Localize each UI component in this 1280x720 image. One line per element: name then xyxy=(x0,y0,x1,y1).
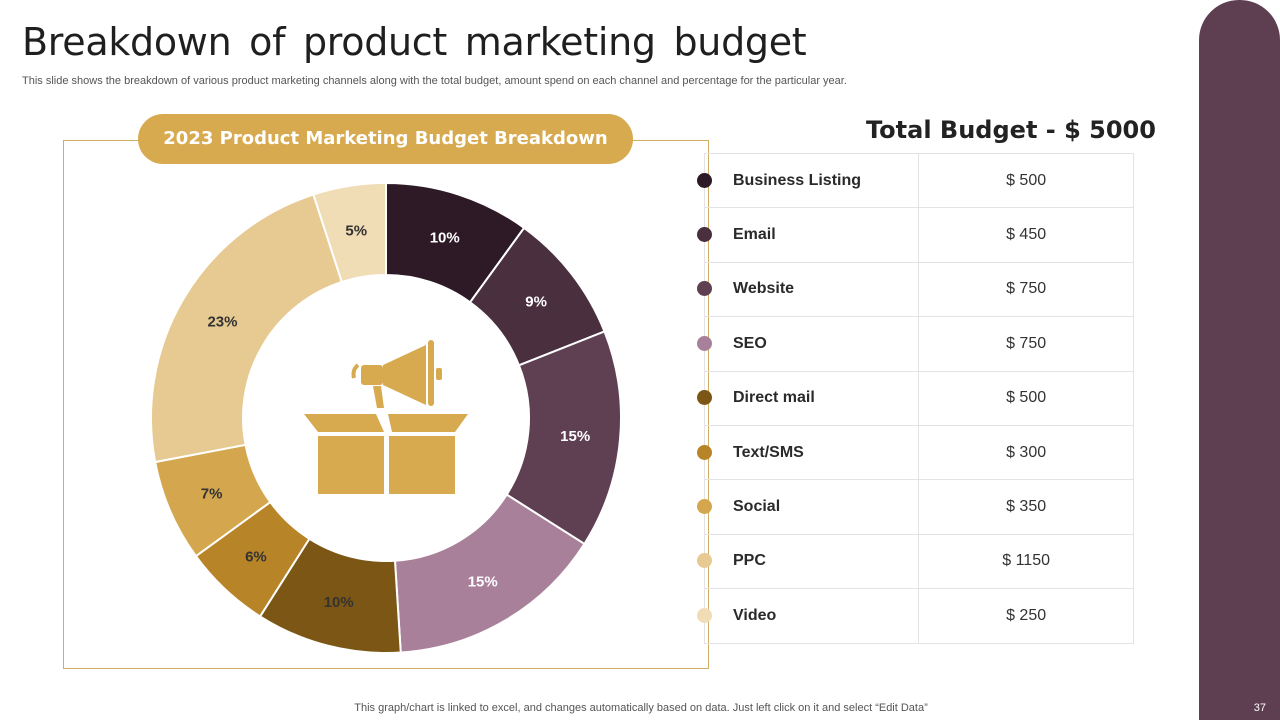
legend-dot-icon xyxy=(697,227,712,243)
legend-dot-icon xyxy=(697,553,712,569)
channel-cell: Website xyxy=(697,262,920,318)
table-row: Website $ 750 xyxy=(697,262,1134,318)
legend-dot-icon xyxy=(697,607,712,623)
slice-percent-label: 10% xyxy=(324,594,354,611)
table-row: Text/SMS $ 300 xyxy=(697,425,1134,481)
channel-cell: Text/SMS xyxy=(697,425,920,481)
page-subtitle: This slide shows the breakdown of variou… xyxy=(22,75,847,87)
channel-name: Video xyxy=(733,606,777,624)
channel-amount: $ 300 xyxy=(918,425,1134,481)
channel-cell: SEO xyxy=(697,316,920,372)
channel-amount: $ 250 xyxy=(918,588,1134,644)
table-row: Social $ 350 xyxy=(697,479,1134,535)
legend-dot-icon xyxy=(697,499,712,515)
channel-name: SEO xyxy=(733,334,767,352)
channel-amount: $ 500 xyxy=(918,371,1134,426)
table-row: Business Listing $ 500 xyxy=(697,152,1134,209)
channel-amount: $ 750 xyxy=(918,316,1134,372)
slice-percent-label: 10% xyxy=(430,229,460,246)
channel-name: Text/SMS xyxy=(733,443,804,461)
channel-name: Direct mail xyxy=(733,389,815,407)
slice-percent-label: 23% xyxy=(207,313,237,330)
channel-name: Website xyxy=(733,280,795,298)
decorative-side-bar xyxy=(1199,0,1280,720)
page-number: 37 xyxy=(1253,702,1266,714)
footnote: This graph/chart is linked to excel, and… xyxy=(354,702,928,714)
slice-percent-label: 7% xyxy=(201,485,223,502)
chart-title: 2023 Product Marketing Budget Breakdown xyxy=(138,114,633,164)
channel-amount: $ 500 xyxy=(918,152,1134,209)
slice-percent-label: 5% xyxy=(345,222,367,239)
channel-amount: $ 450 xyxy=(918,207,1134,263)
slice-percent-label: 6% xyxy=(245,549,267,566)
megaphone-box-icon xyxy=(304,340,468,494)
donut-slices xyxy=(150,181,622,654)
slice-percent-label: 15% xyxy=(468,574,498,591)
slice-percent-label: 9% xyxy=(525,294,547,311)
channel-amount: $ 750 xyxy=(918,262,1134,318)
slice-percent-label: 15% xyxy=(560,428,590,445)
donut-labels: 10% 9% 15% 15% 10% 6% 7% 23% 5% xyxy=(201,222,590,611)
channel-amount: $ 1150 xyxy=(918,534,1134,590)
table-row: Video $ 250 xyxy=(697,588,1134,644)
donut-slice-video[interactable] xyxy=(312,181,387,284)
legend-dot-icon xyxy=(697,281,712,297)
channel-cell: Email xyxy=(697,207,920,263)
total-budget: Total Budget - $ 5000 xyxy=(866,116,1156,144)
table-row: PPC $ 1150 xyxy=(697,534,1134,590)
channel-cell: PPC xyxy=(697,534,920,590)
channel-name: Social xyxy=(733,498,781,516)
legend-dot-icon xyxy=(697,390,712,406)
donut-slice-ppc[interactable] xyxy=(150,193,344,464)
legend-dot-icon xyxy=(697,335,712,351)
channel-cell: Direct mail xyxy=(697,371,920,426)
legend-dot-icon xyxy=(697,444,712,460)
channel-name: Email xyxy=(733,226,776,244)
channel-cell: Business Listing xyxy=(697,152,920,209)
budget-table: Business Listing $ 500 Email $ 450 Website $ … xyxy=(697,152,1134,644)
channel-cell: Video xyxy=(697,588,920,644)
channel-name: Business Listing xyxy=(733,171,862,189)
table-row: SEO $ 750 xyxy=(697,316,1134,372)
channel-amount: $ 350 xyxy=(918,479,1134,535)
channel-cell: Social xyxy=(697,479,920,535)
channel-name: PPC xyxy=(733,552,766,570)
legend-dot-icon xyxy=(697,172,712,188)
table-row: Email $ 450 xyxy=(697,207,1134,263)
donut-chart[interactable]: 10% 9% 15% 15% 10% 6% 7% 23% 5% xyxy=(0,0,720,720)
page-title: Breakdown of product marketing budget xyxy=(22,20,807,64)
table-row: Direct mail $ 500 xyxy=(697,371,1134,426)
